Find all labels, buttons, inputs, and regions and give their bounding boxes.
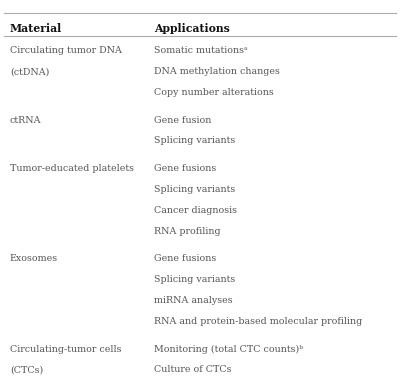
Text: (ctDNA): (ctDNA): [10, 67, 49, 76]
Text: Gene fusions: Gene fusions: [154, 254, 216, 263]
Text: Circulating tumor DNA: Circulating tumor DNA: [10, 46, 122, 55]
Text: Gene fusion: Gene fusion: [154, 116, 211, 125]
Text: miRNA analyses: miRNA analyses: [154, 296, 233, 305]
Text: RNA profiling: RNA profiling: [154, 227, 221, 236]
Text: Exosomes: Exosomes: [10, 254, 58, 263]
Text: Culture of CTCs: Culture of CTCs: [154, 365, 232, 374]
Text: Monitoring (total CTC counts)ᵇ: Monitoring (total CTC counts)ᵇ: [154, 345, 303, 354]
Text: Splicing variants: Splicing variants: [154, 136, 235, 146]
Text: Circulating-tumor cells: Circulating-tumor cells: [10, 345, 122, 354]
Text: Somatic mutationsᵃ: Somatic mutationsᵃ: [154, 46, 248, 55]
Text: Material: Material: [10, 23, 62, 34]
Text: Splicing variants: Splicing variants: [154, 275, 235, 284]
Text: Cancer diagnosis: Cancer diagnosis: [154, 206, 237, 215]
Text: Copy number alterations: Copy number alterations: [154, 88, 274, 97]
Text: (CTCs): (CTCs): [10, 365, 43, 374]
Text: Splicing variants: Splicing variants: [154, 185, 235, 194]
Text: Applications: Applications: [154, 23, 230, 34]
Text: Tumor-educated platelets: Tumor-educated platelets: [10, 164, 134, 173]
Text: ctRNA: ctRNA: [10, 116, 42, 125]
Text: Gene fusions: Gene fusions: [154, 164, 216, 173]
Text: DNA methylation changes: DNA methylation changes: [154, 67, 280, 76]
Text: RNA and protein-based molecular profiling: RNA and protein-based molecular profilin…: [154, 317, 362, 326]
